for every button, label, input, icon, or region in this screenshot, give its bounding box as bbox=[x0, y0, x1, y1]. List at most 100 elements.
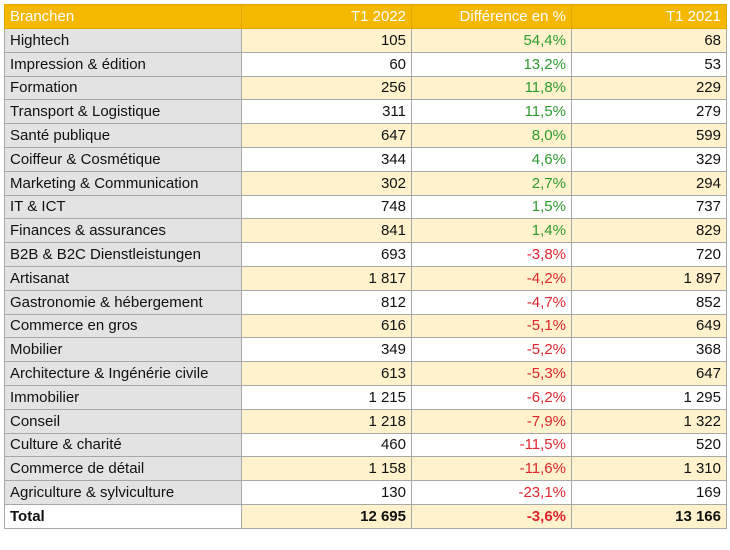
t1-2021-cell: 1 322 bbox=[571, 408, 727, 434]
t1-2022-cell: 1 218 bbox=[241, 408, 412, 434]
t1-2021-cell: 599 bbox=[571, 123, 727, 148]
t1-2022-cell: 693 bbox=[241, 242, 412, 267]
t1-2021-cell: 852 bbox=[571, 289, 727, 315]
t1-2021-cell: 68 bbox=[571, 28, 727, 53]
table-row: Gastronomie & hébergement 812 -4,7% 852 bbox=[4, 289, 727, 315]
total-row: Total 12 695 -3,6% 13 166 bbox=[4, 503, 727, 529]
branches-table-container: Branchen T1 2022 Différence en % T1 2021… bbox=[4, 4, 727, 529]
table-row: Immobilier 1 215 -6,2% 1 295 bbox=[4, 384, 727, 410]
branch-name-cell: Transport & Logistique bbox=[4, 99, 242, 125]
t1-2022-cell: 748 bbox=[241, 194, 412, 220]
t1-2022-cell: 460 bbox=[241, 432, 412, 458]
difference-cell: -11,5% bbox=[411, 432, 572, 458]
branch-name-cell: Artisanat bbox=[4, 265, 242, 291]
branches-table: Branchen T1 2022 Différence en % T1 2021… bbox=[4, 4, 727, 529]
difference-cell: 1,5% bbox=[411, 194, 572, 220]
branch-name-cell: Hightech bbox=[4, 28, 242, 53]
table-row: Finances & assurances 841 1,4% 829 bbox=[4, 218, 727, 244]
difference-cell: -5,3% bbox=[411, 361, 572, 386]
branch-name-cell: Culture & charité bbox=[4, 432, 242, 458]
t1-2021-cell: 368 bbox=[571, 337, 727, 363]
table-body: Hightech 105 54,4% 68 Impression & édition 60… bbox=[4, 28, 727, 505]
total-t1-2022: 12 695 bbox=[241, 503, 412, 529]
difference-cell: -4,2% bbox=[411, 265, 572, 291]
header-t1-2022: T1 2022 bbox=[241, 4, 412, 29]
table-row: Commerce de détail 1 158 -11,6% 1 310 bbox=[4, 456, 727, 482]
t1-2022-cell: 302 bbox=[241, 170, 412, 196]
difference-cell: 11,8% bbox=[411, 75, 572, 101]
branch-name-cell: Mobilier bbox=[4, 337, 242, 363]
t1-2022-cell: 1 158 bbox=[241, 456, 412, 482]
branch-name-cell: Commerce de détail bbox=[4, 456, 242, 482]
table-row: Formation 256 11,8% 229 bbox=[4, 75, 727, 101]
branch-name-cell: Gastronomie & hébergement bbox=[4, 289, 242, 315]
branch-name-cell: B2B & B2C Dienstleistungen bbox=[4, 242, 242, 267]
t1-2021-cell: 169 bbox=[571, 480, 727, 505]
table-row: B2B & B2C Dienstleistungen 693 -3,8% 720 bbox=[4, 242, 727, 267]
difference-cell: 2,7% bbox=[411, 170, 572, 196]
total-label: Total bbox=[4, 503, 242, 529]
t1-2021-cell: 329 bbox=[571, 146, 727, 172]
difference-cell: 4,6% bbox=[411, 146, 572, 172]
table-row: Impression & édition 60 13,2% 53 bbox=[4, 51, 727, 77]
t1-2021-cell: 520 bbox=[571, 432, 727, 458]
branch-name-cell: Conseil bbox=[4, 408, 242, 434]
total-difference: -3,6% bbox=[411, 503, 572, 529]
branch-name-cell: Formation bbox=[4, 75, 242, 101]
difference-cell: -11,6% bbox=[411, 456, 572, 482]
difference-cell: -5,2% bbox=[411, 337, 572, 363]
table-row: IT & ICT 748 1,5% 737 bbox=[4, 194, 727, 220]
t1-2022-cell: 613 bbox=[241, 361, 412, 386]
table-row: Commerce en gros 616 -5,1% 649 bbox=[4, 313, 727, 339]
t1-2022-cell: 1 817 bbox=[241, 265, 412, 291]
branch-name-cell: Agriculture & sylviculture bbox=[4, 480, 242, 505]
difference-cell: 13,2% bbox=[411, 51, 572, 77]
t1-2021-cell: 829 bbox=[571, 218, 727, 244]
difference-cell: -4,7% bbox=[411, 289, 572, 315]
table-row: Marketing & Communication 302 2,7% 294 bbox=[4, 170, 727, 196]
header-t1-2021: T1 2021 bbox=[571, 4, 727, 29]
t1-2021-cell: 647 bbox=[571, 361, 727, 386]
t1-2022-cell: 1 215 bbox=[241, 384, 412, 410]
t1-2021-cell: 279 bbox=[571, 99, 727, 125]
difference-cell: -5,1% bbox=[411, 313, 572, 339]
t1-2022-cell: 105 bbox=[241, 28, 412, 53]
branch-name-cell: Santé publique bbox=[4, 123, 242, 148]
table-row: Agriculture & sylviculture 130 -23,1% 169 bbox=[4, 480, 727, 505]
branch-name-cell: Architecture & Ingénérie civile bbox=[4, 361, 242, 386]
total-t1-2021: 13 166 bbox=[571, 503, 727, 529]
table-row: Architecture & Ingénérie civile 613 -5,3% 6… bbox=[4, 361, 727, 386]
t1-2021-cell: 1 310 bbox=[571, 456, 727, 482]
table-row: Transport & Logistique 311 11,5% 279 bbox=[4, 99, 727, 125]
difference-cell: 1,4% bbox=[411, 218, 572, 244]
t1-2021-cell: 1 295 bbox=[571, 384, 727, 410]
difference-cell: 8,0% bbox=[411, 123, 572, 148]
branch-name-cell: Marketing & Communication bbox=[4, 170, 242, 196]
t1-2022-cell: 60 bbox=[241, 51, 412, 77]
table-row: Conseil 1 218 -7,9% 1 322 bbox=[4, 408, 727, 434]
branch-name-cell: Immobilier bbox=[4, 384, 242, 410]
difference-cell: -7,9% bbox=[411, 408, 572, 434]
t1-2021-cell: 53 bbox=[571, 51, 727, 77]
t1-2022-cell: 311 bbox=[241, 99, 412, 125]
table-row: Hightech 105 54,4% 68 bbox=[4, 28, 727, 53]
table-row: Coiffeur & Cosmétique 344 4,6% 329 bbox=[4, 146, 727, 172]
difference-cell: -23,1% bbox=[411, 480, 572, 505]
t1-2022-cell: 349 bbox=[241, 337, 412, 363]
header-row: Branchen T1 2022 Différence en % T1 2021 bbox=[4, 4, 727, 29]
t1-2022-cell: 616 bbox=[241, 313, 412, 339]
t1-2022-cell: 812 bbox=[241, 289, 412, 315]
difference-cell: 11,5% bbox=[411, 99, 572, 125]
header-branches: Branchen bbox=[4, 4, 242, 29]
t1-2022-cell: 130 bbox=[241, 480, 412, 505]
t1-2022-cell: 647 bbox=[241, 123, 412, 148]
branch-name-cell: IT & ICT bbox=[4, 194, 242, 220]
branch-name-cell: Commerce en gros bbox=[4, 313, 242, 339]
difference-cell: -3,8% bbox=[411, 242, 572, 267]
branch-name-cell: Finances & assurances bbox=[4, 218, 242, 244]
t1-2021-cell: 737 bbox=[571, 194, 727, 220]
t1-2021-cell: 649 bbox=[571, 313, 727, 339]
t1-2021-cell: 294 bbox=[571, 170, 727, 196]
table-row: Mobilier 349 -5,2% 368 bbox=[4, 337, 727, 363]
table-row: Artisanat 1 817 -4,2% 1 897 bbox=[4, 265, 727, 291]
